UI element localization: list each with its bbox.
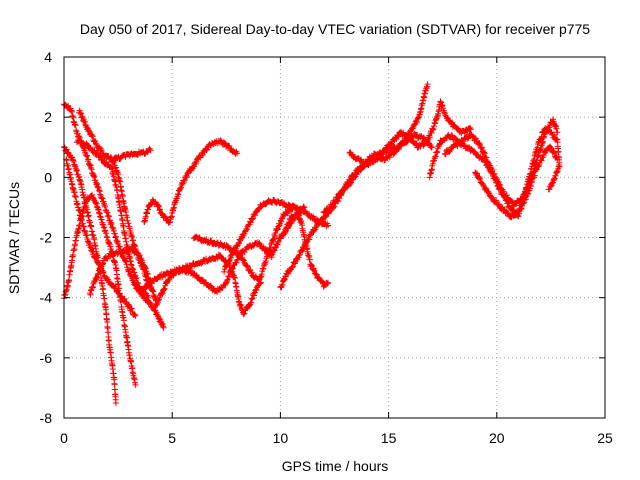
series-track-5 (74, 137, 152, 301)
y-tick-label: -6 (40, 350, 53, 366)
series-track-14 (281, 209, 331, 290)
y-tick-label: -2 (40, 230, 53, 246)
series-track-10 (136, 203, 305, 318)
series-markers (151, 203, 308, 310)
series-track-17 (346, 98, 474, 169)
plot-frame (63, 56, 606, 419)
series-track-18 (426, 131, 522, 220)
series-track-20 (472, 143, 561, 221)
series-markers (281, 209, 331, 290)
y-tick-label: 4 (44, 49, 52, 65)
series-markers (221, 196, 331, 275)
series-markers (472, 143, 561, 221)
chart-title: Day 050 of 2017, Sidereal Day-to-day VTE… (80, 21, 590, 37)
y-tick-label: 0 (44, 169, 52, 185)
x-tick-label: 25 (597, 430, 613, 446)
data-points (61, 81, 563, 406)
grid-lines (64, 57, 605, 418)
x-tick-label: 15 (381, 430, 397, 446)
y-tick-label: 2 (44, 109, 52, 125)
x-tick-label: 5 (168, 430, 176, 446)
series-markers (515, 125, 563, 215)
series-markers (320, 81, 431, 216)
series-markers (346, 98, 474, 169)
series-track-13 (221, 196, 331, 275)
y-tick-label: -8 (40, 410, 53, 426)
series-track-11 (151, 203, 308, 310)
series-markers (136, 203, 305, 318)
y-axis-label: SDTVAR / TECUs (6, 182, 22, 294)
x-tick-label: 20 (489, 430, 505, 446)
x-tick-label: 0 (60, 430, 68, 446)
series-markers (426, 131, 522, 220)
series-track-9 (141, 137, 241, 226)
series-track-21 (515, 125, 563, 215)
series-markers (141, 137, 241, 226)
x-tick-label: 10 (273, 430, 289, 446)
series-markers (108, 145, 154, 164)
series-track-7 (87, 245, 161, 307)
y-tick-label: -4 (40, 290, 53, 306)
x-axis-label: GPS time / hours (282, 458, 389, 474)
series-markers (87, 245, 161, 307)
series-track-16 (320, 81, 431, 216)
axes: 0 5 10 15 20 25 -8 -6 -4 -2 0 2 4 (40, 49, 613, 446)
series-track-8 (108, 145, 154, 164)
series-markers (74, 137, 152, 301)
